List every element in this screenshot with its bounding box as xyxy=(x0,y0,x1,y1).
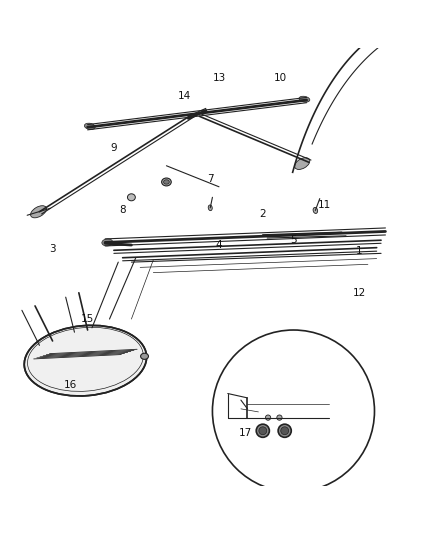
Text: 15: 15 xyxy=(81,314,94,324)
Text: 4: 4 xyxy=(215,240,223,249)
Ellipse shape xyxy=(31,206,46,218)
Text: 5: 5 xyxy=(290,235,297,245)
Ellipse shape xyxy=(24,325,147,396)
Ellipse shape xyxy=(295,158,310,169)
Circle shape xyxy=(212,330,374,492)
Text: 1: 1 xyxy=(356,246,363,256)
Ellipse shape xyxy=(281,427,289,435)
Ellipse shape xyxy=(208,205,212,211)
Ellipse shape xyxy=(141,353,148,359)
Ellipse shape xyxy=(299,96,310,102)
Ellipse shape xyxy=(265,415,271,420)
Text: 14: 14 xyxy=(177,91,191,101)
Text: 3: 3 xyxy=(49,244,56,254)
Text: 2: 2 xyxy=(259,209,266,219)
Text: 7: 7 xyxy=(207,174,214,184)
Ellipse shape xyxy=(85,123,95,130)
Text: 13: 13 xyxy=(212,73,226,83)
Ellipse shape xyxy=(277,415,282,420)
Ellipse shape xyxy=(127,194,135,201)
Ellipse shape xyxy=(163,180,169,184)
Text: 17: 17 xyxy=(239,428,252,438)
Text: 10: 10 xyxy=(274,73,287,83)
Ellipse shape xyxy=(259,427,267,435)
Text: 8: 8 xyxy=(119,205,126,215)
Ellipse shape xyxy=(313,207,318,213)
Ellipse shape xyxy=(278,424,291,437)
Ellipse shape xyxy=(256,424,269,437)
Ellipse shape xyxy=(162,178,171,186)
Text: 12: 12 xyxy=(353,288,366,298)
Text: 16: 16 xyxy=(64,379,77,390)
Ellipse shape xyxy=(102,239,113,246)
Text: 11: 11 xyxy=(318,200,331,210)
Text: 9: 9 xyxy=(110,143,117,154)
